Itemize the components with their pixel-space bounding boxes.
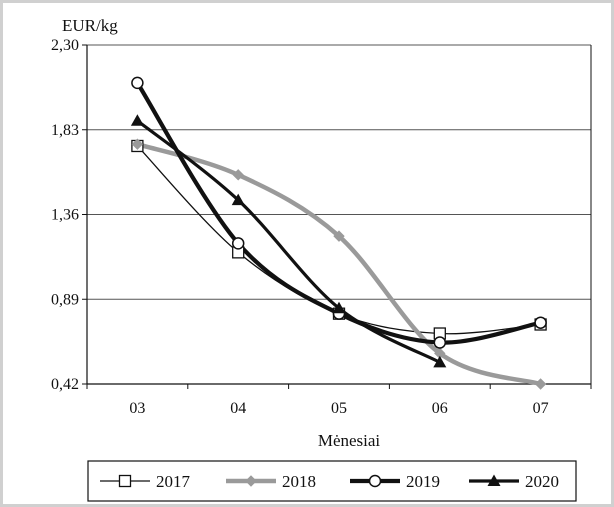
y-tick-label: 1,36 bbox=[51, 207, 79, 224]
data-point bbox=[130, 114, 144, 126]
data-point bbox=[368, 474, 382, 488]
data-point bbox=[534, 316, 547, 329]
y-axis-ticks: 2,30 1,83 1,36 0,89 0,42 bbox=[51, 37, 87, 393]
data-point bbox=[232, 169, 244, 181]
data-point bbox=[118, 474, 132, 488]
x-tick-label: 07 bbox=[533, 400, 549, 417]
data-point bbox=[433, 355, 447, 368]
x-tick-label: 03 bbox=[129, 400, 145, 417]
x-tick-label: 04 bbox=[230, 400, 246, 417]
x-axis-label: Mėnesiai bbox=[318, 431, 381, 450]
data-point bbox=[433, 336, 447, 349]
grid-lines bbox=[87, 44, 591, 385]
data-point bbox=[245, 475, 257, 487]
series-line-2018 bbox=[135, 141, 543, 387]
data-point bbox=[131, 76, 144, 90]
data-point bbox=[231, 237, 245, 250]
legend-label: 2020 bbox=[525, 472, 559, 491]
series-line-2019 bbox=[135, 80, 543, 345]
y-tick-label: 2,30 bbox=[51, 37, 79, 54]
data-point bbox=[332, 301, 346, 314]
data-point bbox=[534, 378, 547, 390]
legend-label: 2019 bbox=[406, 472, 440, 491]
x-axis-ticks: 03 04 05 06 07 bbox=[86, 384, 592, 417]
data-point bbox=[131, 138, 144, 150]
legend: 2017 2018 2019 2020 bbox=[87, 460, 577, 502]
data-point bbox=[231, 193, 245, 206]
y-axis-label: EUR/kg bbox=[62, 16, 118, 35]
x-tick-label: 06 bbox=[432, 400, 448, 417]
data-point bbox=[333, 230, 345, 242]
y-tick-label: 0,89 bbox=[51, 291, 79, 308]
series-line-2020 bbox=[135, 119, 442, 364]
x-tick-label: 05 bbox=[331, 400, 347, 417]
legend-label: 2017 bbox=[156, 472, 191, 491]
y-tick-label: 0,42 bbox=[51, 376, 79, 393]
y-tick-label: 1,83 bbox=[51, 122, 79, 139]
series-markers bbox=[130, 76, 547, 390]
data-point bbox=[487, 474, 501, 486]
legend-label: 2018 bbox=[282, 472, 316, 491]
